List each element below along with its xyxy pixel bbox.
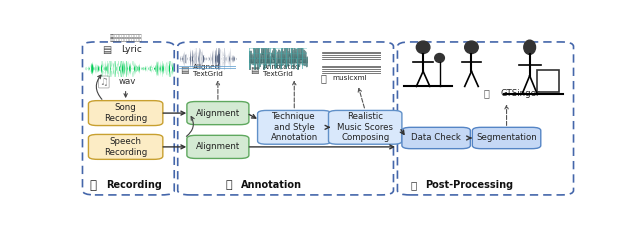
Text: 🖥: 🖥 bbox=[410, 180, 417, 190]
Text: Technique
and Style
Annotation: Technique and Style Annotation bbox=[271, 112, 318, 142]
FancyBboxPatch shape bbox=[187, 102, 249, 125]
Text: Segmentation: Segmentation bbox=[476, 134, 537, 143]
Text: Post-Processing: Post-Processing bbox=[425, 180, 513, 190]
Text: Annotation: Annotation bbox=[241, 180, 302, 190]
Text: ♫: ♫ bbox=[99, 77, 108, 87]
FancyBboxPatch shape bbox=[187, 135, 249, 158]
FancyBboxPatch shape bbox=[88, 101, 163, 126]
Text: 🎧: 🎧 bbox=[225, 180, 232, 190]
Text: Song
Recording: Song Recording bbox=[104, 103, 147, 123]
Text: 适配合你演出的视演视而不又
在选一个最爱你的人即兴表演: 适配合你演出的视演视而不又 在选一个最爱你的人即兴表演 bbox=[109, 34, 142, 43]
Text: musicxml: musicxml bbox=[332, 75, 367, 81]
Text: Alignment: Alignment bbox=[196, 142, 240, 151]
Text: wav: wav bbox=[118, 77, 136, 86]
Text: ▤: ▤ bbox=[180, 66, 189, 75]
Text: Data Check: Data Check bbox=[411, 134, 461, 143]
FancyBboxPatch shape bbox=[88, 134, 163, 159]
Text: ▤: ▤ bbox=[102, 45, 111, 55]
Text: GTSinger: GTSinger bbox=[500, 89, 540, 98]
Text: ▤: ▤ bbox=[250, 66, 259, 75]
Text: 𝄞: 𝄞 bbox=[321, 73, 326, 83]
Text: Recording: Recording bbox=[106, 180, 162, 190]
Text: Realistic
Music Scores
Composing: Realistic Music Scores Composing bbox=[337, 112, 393, 142]
Text: 🎙: 🎙 bbox=[90, 179, 97, 192]
Text: Speech
Recording: Speech Recording bbox=[104, 137, 147, 157]
FancyBboxPatch shape bbox=[402, 127, 470, 149]
Text: 🗂: 🗂 bbox=[484, 88, 490, 99]
FancyBboxPatch shape bbox=[328, 110, 402, 144]
Text: Alignment: Alignment bbox=[196, 109, 240, 118]
Text: Lyric: Lyric bbox=[121, 46, 141, 55]
Text: Annotated
TextGrid: Annotated TextGrid bbox=[263, 64, 301, 77]
Text: Aligned
TextGrid: Aligned TextGrid bbox=[193, 64, 223, 77]
FancyBboxPatch shape bbox=[472, 127, 541, 149]
FancyBboxPatch shape bbox=[257, 110, 331, 144]
